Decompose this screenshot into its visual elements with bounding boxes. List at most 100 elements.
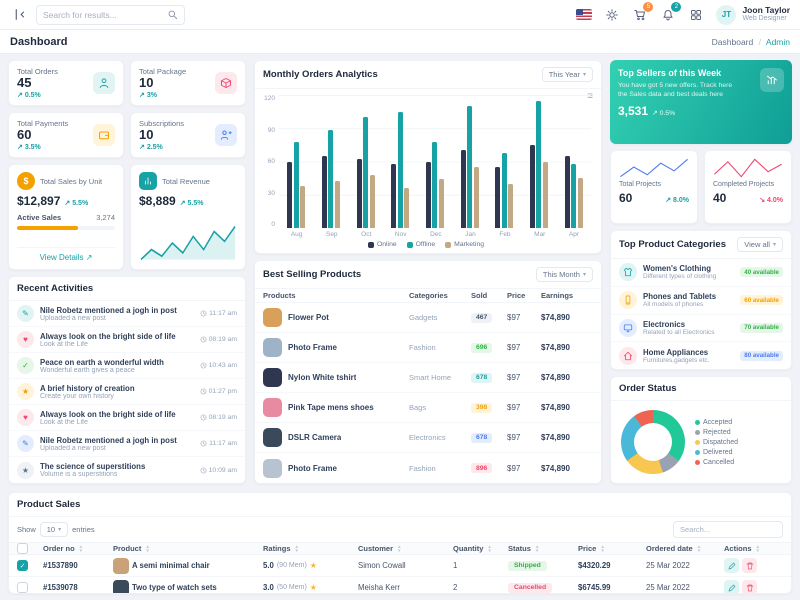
activity-icon: ★ bbox=[17, 383, 34, 400]
column-header[interactable]: Categories bbox=[409, 291, 448, 300]
project-stat-card[interactable]: Completed Projects 40 ↘ 4.0% bbox=[704, 150, 792, 224]
apps-button[interactable] bbox=[688, 7, 704, 23]
revenue-icon bbox=[139, 172, 157, 190]
column-header[interactable]: Actions ▴ ▾ bbox=[724, 543, 760, 554]
column-header[interactable]: Ordered date ▴ ▾ bbox=[646, 543, 701, 554]
bar-online-apr bbox=[564, 155, 570, 228]
clock-icon bbox=[200, 467, 207, 473]
table-row[interactable]: DSLR Camera Electronics 678 $97 $74,890 bbox=[255, 423, 601, 453]
list-item[interactable]: ★ A brief history of creation Create you… bbox=[9, 379, 245, 405]
edit-button[interactable] bbox=[724, 580, 739, 593]
activity-time: 10:09 am bbox=[200, 467, 237, 474]
monitor-icon bbox=[623, 324, 633, 333]
stat-card[interactable]: Total Orders 45 ↗ 0.5% bbox=[8, 60, 124, 106]
bar-marketing-feb bbox=[508, 183, 514, 228]
sidebar-collapse-button[interactable] bbox=[10, 6, 28, 24]
product-name: DSLR Camera bbox=[288, 433, 342, 442]
language-flag-button[interactable] bbox=[576, 7, 593, 23]
project-stat-card[interactable]: Total Projects 60 ↗ 8.0% bbox=[610, 150, 698, 224]
sold-badge: 696 bbox=[471, 342, 493, 353]
total-revenue-card: Total Revenue $8,889 ↗ 5.5% bbox=[130, 164, 246, 270]
category-item[interactable]: Phones and Tablets All models of phones … bbox=[611, 287, 791, 315]
category-icon bbox=[619, 318, 637, 337]
column-header[interactable]: Earnings bbox=[541, 291, 574, 300]
clock-icon bbox=[200, 414, 207, 421]
table-row[interactable]: Photo Frame Fashion 896 $97 $74,890 bbox=[255, 453, 601, 483]
view-all-select[interactable]: View all ▾ bbox=[737, 237, 783, 252]
bar-offline-jan bbox=[467, 106, 473, 228]
column-header[interactable]: Status ▴ ▾ bbox=[508, 543, 539, 554]
product-category: Gadgets bbox=[409, 313, 438, 322]
top-sellers-card: Top Sellers of this Week You have got 5 … bbox=[610, 60, 792, 144]
list-item[interactable]: ♥ Always look on the bright side of life… bbox=[9, 405, 245, 431]
view-details-link[interactable]: View Details ↗ bbox=[17, 247, 115, 262]
column-header[interactable]: Ratings ▴ ▾ bbox=[263, 543, 299, 554]
product-price: $97 bbox=[507, 463, 521, 473]
table-header-row: Order no ▴ ▾ Product ▴ ▾ Ratings ▴ ▾ Customer ▴… bbox=[9, 542, 791, 555]
list-item[interactable]: ★ The science of superstitions Volume is… bbox=[9, 457, 245, 483]
list-item[interactable]: ♥ Always look on the bright side of life… bbox=[9, 327, 245, 353]
theme-toggle-button[interactable] bbox=[604, 7, 620, 23]
product-sales-rows: #1537890 A semi minimal chair 5.0 (90 Me… bbox=[9, 555, 791, 593]
avatar: JT bbox=[716, 4, 737, 25]
column-header[interactable]: Product ▴ ▾ bbox=[113, 543, 149, 554]
category-item[interactable]: Electronics Related to all Electronics 7… bbox=[611, 315, 791, 343]
list-item[interactable]: ✎ Nile Robetz mentioned a jogh in post U… bbox=[9, 301, 245, 327]
list-item[interactable]: ✓ Peace on earth a wonderful width Wonde… bbox=[9, 353, 245, 379]
delete-button[interactable] bbox=[742, 558, 757, 573]
activity-title: Peace on earth a wonderful width bbox=[40, 357, 164, 367]
column-header[interactable]: Order no ▴ ▾ bbox=[43, 543, 83, 554]
monthly-orders-legend: Online Offline Marketing bbox=[261, 238, 591, 249]
page-size-select[interactable]: 10 ▾ bbox=[39, 522, 69, 537]
table-row[interactable]: Photo Frame Fashion 696 $97 $74,890 bbox=[255, 333, 601, 363]
range-select[interactable]: This Month ▾ bbox=[535, 267, 593, 282]
list-item[interactable]: ✎ Nile Robetz mentioned a jogh in post U… bbox=[9, 431, 245, 457]
select-all-checkbox[interactable] bbox=[17, 543, 28, 554]
product-category: Fashion bbox=[409, 463, 436, 473]
stat-card[interactable]: Total Payments 60 ↗ 3.5% bbox=[8, 112, 124, 158]
sort-icon: ▴ ▾ bbox=[488, 543, 491, 554]
delete-button[interactable] bbox=[742, 580, 757, 593]
user-menu[interactable]: JT Joon Taylor Web Designer bbox=[716, 4, 790, 25]
column-header[interactable]: Products bbox=[263, 291, 296, 300]
column-header[interactable]: Customer ▴ ▾ bbox=[358, 543, 401, 554]
column-header[interactable]: Sold bbox=[471, 291, 488, 300]
stat-card[interactable]: Subscriptions 10 ↗ 2.5% bbox=[130, 112, 246, 158]
activity-icon: ✎ bbox=[17, 305, 34, 322]
search-icon[interactable] bbox=[167, 9, 178, 20]
page-header: Dashboard Dashboard / Admin bbox=[0, 30, 800, 54]
project-sparkline bbox=[620, 158, 688, 178]
price: $4320.29 bbox=[578, 561, 611, 570]
row-checkbox[interactable] bbox=[17, 560, 28, 571]
range-select[interactable]: This Year ▾ bbox=[541, 67, 593, 82]
category-icon bbox=[619, 346, 637, 365]
breadcrumb-root[interactable]: Dashboard bbox=[711, 36, 754, 47]
table-row[interactable]: Flower Pot Gadgets 467 $97 $74,890 bbox=[255, 303, 601, 333]
column-header[interactable]: Quantity ▴ ▾ bbox=[453, 543, 491, 554]
activity-title: Nile Robetz mentioned a jogh in post bbox=[40, 305, 177, 315]
row-checkbox[interactable] bbox=[17, 582, 28, 593]
monthly-orders-xlabels: Aug Sep Oct Nov Dec Jan Feb Mar Apr bbox=[290, 231, 580, 238]
edit-button[interactable] bbox=[724, 558, 739, 573]
table-row[interactable]: Nylon White tshirt Smart Home 678 $97 $7… bbox=[255, 363, 601, 393]
table-row[interactable]: Pink Tape mens shoes Bags 398 $97 $74,89… bbox=[255, 393, 601, 423]
project-value: 40 bbox=[713, 191, 727, 205]
category-item[interactable]: Women's Clothing Different types of clot… bbox=[611, 259, 791, 287]
order-status-legend: Accepted Rejected Dispatched Delivered Cance… bbox=[695, 419, 738, 466]
column-header[interactable]: Price bbox=[507, 291, 526, 300]
cart-button[interactable]: 5 bbox=[632, 1, 654, 23]
bell-icon bbox=[663, 9, 674, 20]
stat-cards: Total Orders 45 ↗ 0.5% bbox=[8, 60, 246, 158]
sort-icon: ▴ ▾ bbox=[398, 543, 401, 554]
stat-card[interactable]: Total Package 10 ↗ 3% bbox=[130, 60, 246, 106]
table-search-input[interactable] bbox=[673, 521, 783, 538]
notifications-button[interactable]: 2 bbox=[660, 1, 682, 23]
column-header[interactable]: Price ▴ ▾ bbox=[578, 543, 604, 554]
category-item[interactable]: Home Appliances Furnitures,gadgets etc. … bbox=[611, 342, 791, 369]
search-input[interactable] bbox=[43, 9, 163, 20]
product-name: Two type of watch sets bbox=[132, 583, 217, 592]
us-flag-icon bbox=[576, 9, 593, 20]
activity-icon: ♥ bbox=[17, 331, 34, 348]
activity-time: 08:19 am bbox=[200, 414, 237, 421]
order-status-card: Order Status Accepted Rejected Dispatched D… bbox=[610, 376, 792, 484]
